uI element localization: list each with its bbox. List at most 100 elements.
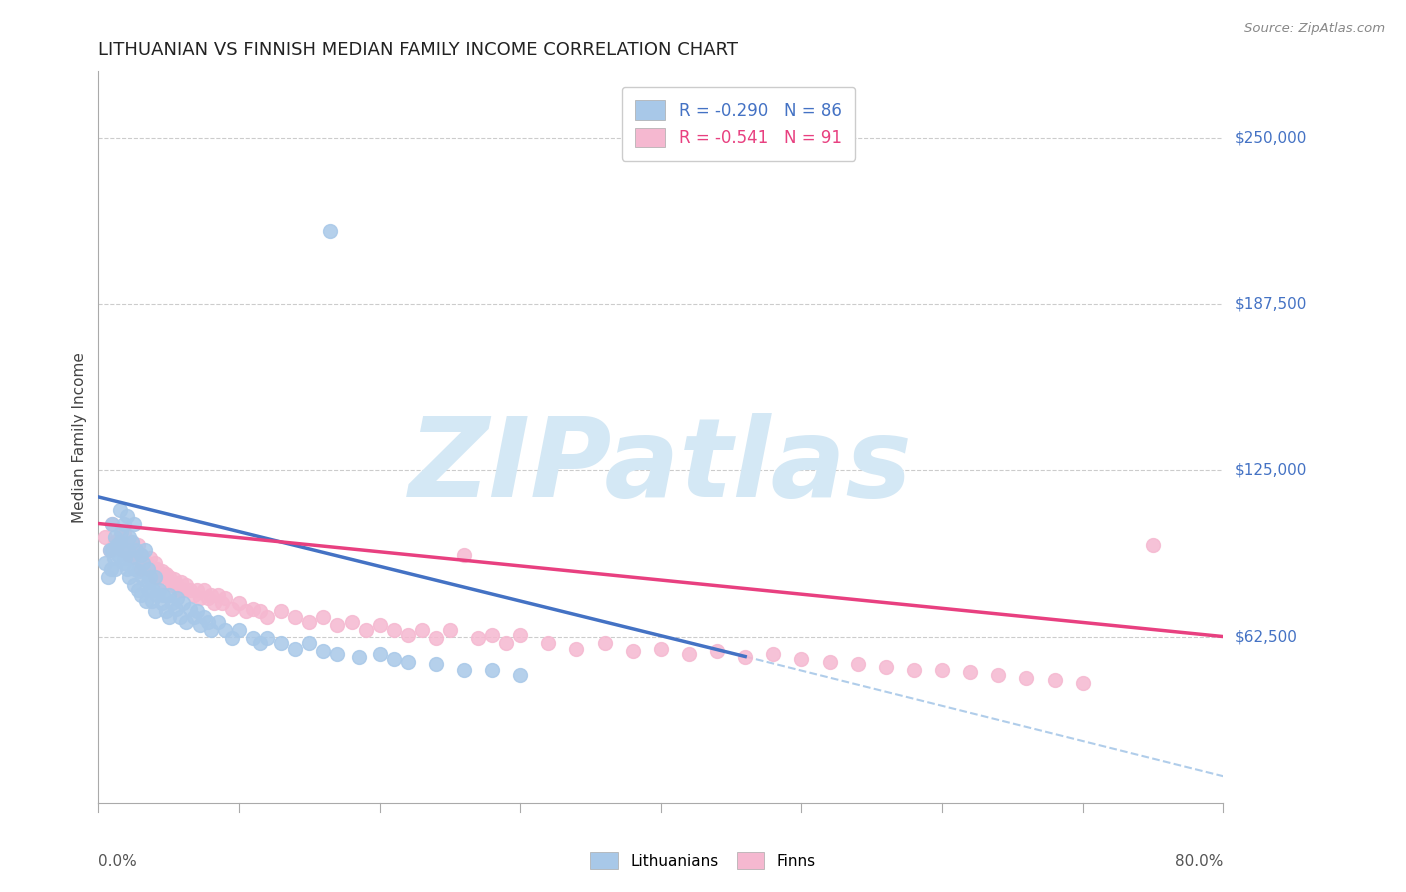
- Point: [453, 663, 475, 677]
- Point: [326, 617, 349, 632]
- Point: [172, 582, 194, 597]
- Point: [207, 588, 229, 602]
- Point: [202, 596, 225, 610]
- Text: $187,500: $187,500: [1234, 297, 1306, 311]
- Point: [200, 588, 222, 602]
- Point: [94, 557, 117, 571]
- Point: [242, 631, 264, 645]
- Point: [97, 570, 120, 584]
- Point: [146, 562, 169, 576]
- Point: [186, 604, 208, 618]
- Point: [115, 508, 138, 523]
- Point: [138, 582, 160, 597]
- Point: [228, 596, 250, 610]
- Point: [340, 615, 363, 629]
- Point: [425, 631, 447, 645]
- Point: [188, 591, 211, 605]
- Point: [537, 636, 560, 650]
- Point: [115, 538, 138, 552]
- Legend: Lithuanians, Finns: Lithuanians, Finns: [585, 846, 821, 875]
- Point: [115, 562, 138, 576]
- Point: [160, 596, 183, 610]
- Point: [270, 636, 292, 650]
- Point: [108, 503, 131, 517]
- Point: [149, 570, 172, 584]
- Point: [107, 549, 129, 563]
- Point: [127, 582, 149, 597]
- Text: Source: ZipAtlas.com: Source: ZipAtlas.com: [1244, 22, 1385, 36]
- Point: [1071, 676, 1094, 690]
- Point: [143, 570, 166, 584]
- Point: [152, 588, 174, 602]
- Point: [104, 535, 127, 549]
- Point: [959, 665, 981, 680]
- Point: [129, 549, 152, 563]
- Text: $250,000: $250,000: [1234, 130, 1306, 145]
- Text: 0.0%: 0.0%: [98, 854, 138, 869]
- Point: [157, 570, 180, 584]
- Point: [112, 524, 135, 539]
- Y-axis label: Median Family Income: Median Family Income: [72, 351, 87, 523]
- Point: [104, 562, 127, 576]
- Point: [143, 604, 166, 618]
- Point: [122, 577, 145, 591]
- Point: [200, 623, 222, 637]
- Point: [172, 596, 194, 610]
- Point: [298, 615, 321, 629]
- Point: [111, 543, 134, 558]
- Point: [183, 609, 205, 624]
- Point: [118, 570, 141, 584]
- Point: [129, 588, 152, 602]
- Point: [114, 551, 136, 566]
- Point: [134, 543, 156, 558]
- Point: [104, 530, 127, 544]
- Text: $62,500: $62,500: [1234, 629, 1298, 644]
- Point: [197, 591, 219, 605]
- Point: [150, 565, 173, 579]
- Text: ZIPatlas: ZIPatlas: [409, 413, 912, 520]
- Point: [1142, 538, 1164, 552]
- Point: [143, 570, 166, 584]
- Point: [122, 543, 145, 558]
- Point: [193, 609, 215, 624]
- Point: [319, 224, 342, 238]
- Point: [188, 617, 211, 632]
- Point: [621, 644, 644, 658]
- Point: [256, 609, 278, 624]
- Point: [425, 657, 447, 672]
- Point: [148, 582, 170, 597]
- Point: [105, 538, 128, 552]
- Legend: R = -0.290   N = 86, R = -0.541   N = 91: R = -0.290 N = 86, R = -0.541 N = 91: [621, 87, 855, 161]
- Point: [98, 543, 121, 558]
- Point: [312, 609, 335, 624]
- Point: [125, 543, 148, 558]
- Point: [121, 535, 143, 549]
- Point: [411, 623, 433, 637]
- Point: [129, 549, 152, 563]
- Point: [347, 649, 370, 664]
- Point: [214, 591, 236, 605]
- Point: [284, 609, 307, 624]
- Point: [108, 535, 131, 549]
- Point: [135, 593, 157, 607]
- Point: [131, 570, 153, 584]
- Text: $125,000: $125,000: [1234, 463, 1306, 478]
- Point: [186, 582, 208, 597]
- Point: [117, 543, 139, 558]
- Point: [298, 636, 321, 650]
- Point: [903, 663, 925, 677]
- Point: [150, 596, 173, 610]
- Point: [155, 604, 177, 618]
- Point: [207, 615, 229, 629]
- Point: [228, 623, 250, 637]
- Point: [110, 524, 132, 539]
- Point: [160, 577, 183, 591]
- Point: [129, 562, 152, 576]
- Point: [112, 557, 135, 571]
- Point: [94, 530, 117, 544]
- Point: [256, 631, 278, 645]
- Point: [157, 588, 180, 602]
- Point: [396, 655, 419, 669]
- Point: [467, 631, 489, 645]
- Point: [312, 644, 335, 658]
